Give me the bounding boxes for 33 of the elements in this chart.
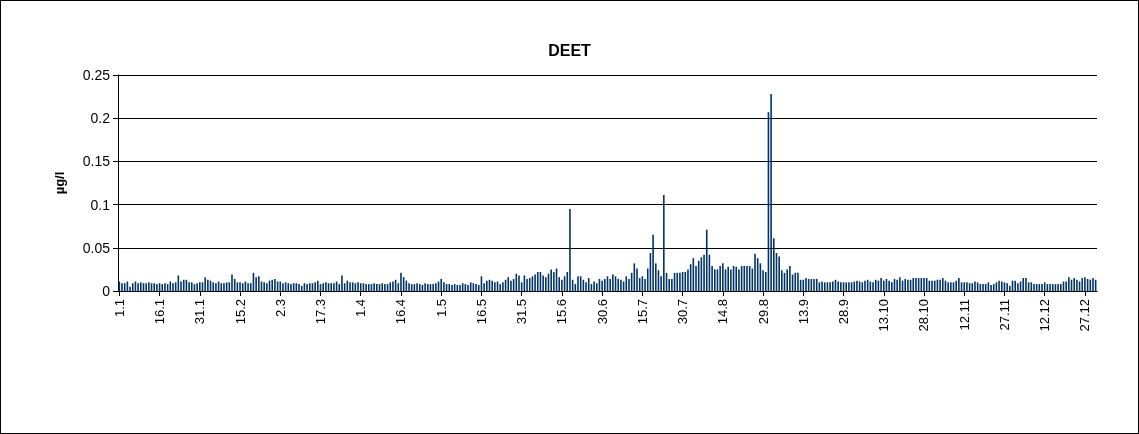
y-tick-label: 0.2 — [90, 110, 111, 127]
x-tick-label: 2.3 — [272, 299, 288, 318]
x-tick-label: 30.6 — [594, 299, 610, 325]
x-tick-label: 1.4 — [353, 299, 369, 318]
x-tick-label: 15.2 — [232, 299, 248, 325]
x-tick-label: 1.5 — [433, 299, 449, 318]
x-tick-label: 28.9 — [836, 299, 852, 325]
x-tick-label: 13.10 — [876, 299, 892, 332]
x-tick-label: 14.8 — [715, 299, 731, 325]
x-tick-label: 16.4 — [393, 299, 409, 325]
x-tick-label: 15.7 — [634, 299, 650, 325]
x-tick-label: 16.5 — [473, 299, 489, 325]
x-tick-label: 29.8 — [755, 299, 771, 325]
x-tick-label: 31.1 — [192, 299, 208, 325]
y-axis-title: µg/l — [52, 171, 67, 195]
x-tick-label: 12.11 — [956, 299, 972, 331]
x-tick-label: 28.10 — [916, 299, 932, 332]
x-tick-label: 30.7 — [675, 299, 691, 325]
y-tick-label: 0.1 — [90, 196, 111, 213]
y-tick-label: 0.15 — [82, 153, 111, 170]
y-tick-label: 0.05 — [82, 239, 111, 256]
x-tick-label: 13.9 — [795, 299, 811, 325]
x-tick-label: 17.3 — [313, 299, 329, 325]
y-tick-label: 0 — [102, 283, 111, 299]
chart-title: DEET — [548, 41, 592, 59]
x-tick-label: 27.11 — [996, 299, 1012, 331]
x-tick-label: 27.12 — [1077, 299, 1093, 332]
x-tick-label: 15.6 — [554, 299, 570, 325]
x-tick-label: 1.1 — [111, 299, 127, 318]
x-tick-label: 12.12 — [1037, 299, 1053, 332]
y-tick-label: 0.25 — [82, 67, 111, 83]
x-tick-label: 31.5 — [514, 299, 530, 325]
x-tick-label: 16.1 — [152, 299, 168, 325]
